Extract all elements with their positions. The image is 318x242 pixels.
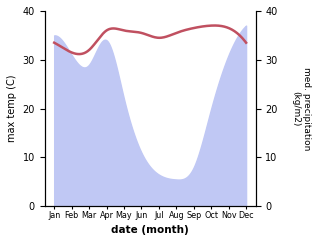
Y-axis label: med. precipitation
(kg/m2): med. precipitation (kg/m2) <box>292 67 311 150</box>
Y-axis label: max temp (C): max temp (C) <box>7 75 17 142</box>
X-axis label: date (month): date (month) <box>111 225 189 235</box>
